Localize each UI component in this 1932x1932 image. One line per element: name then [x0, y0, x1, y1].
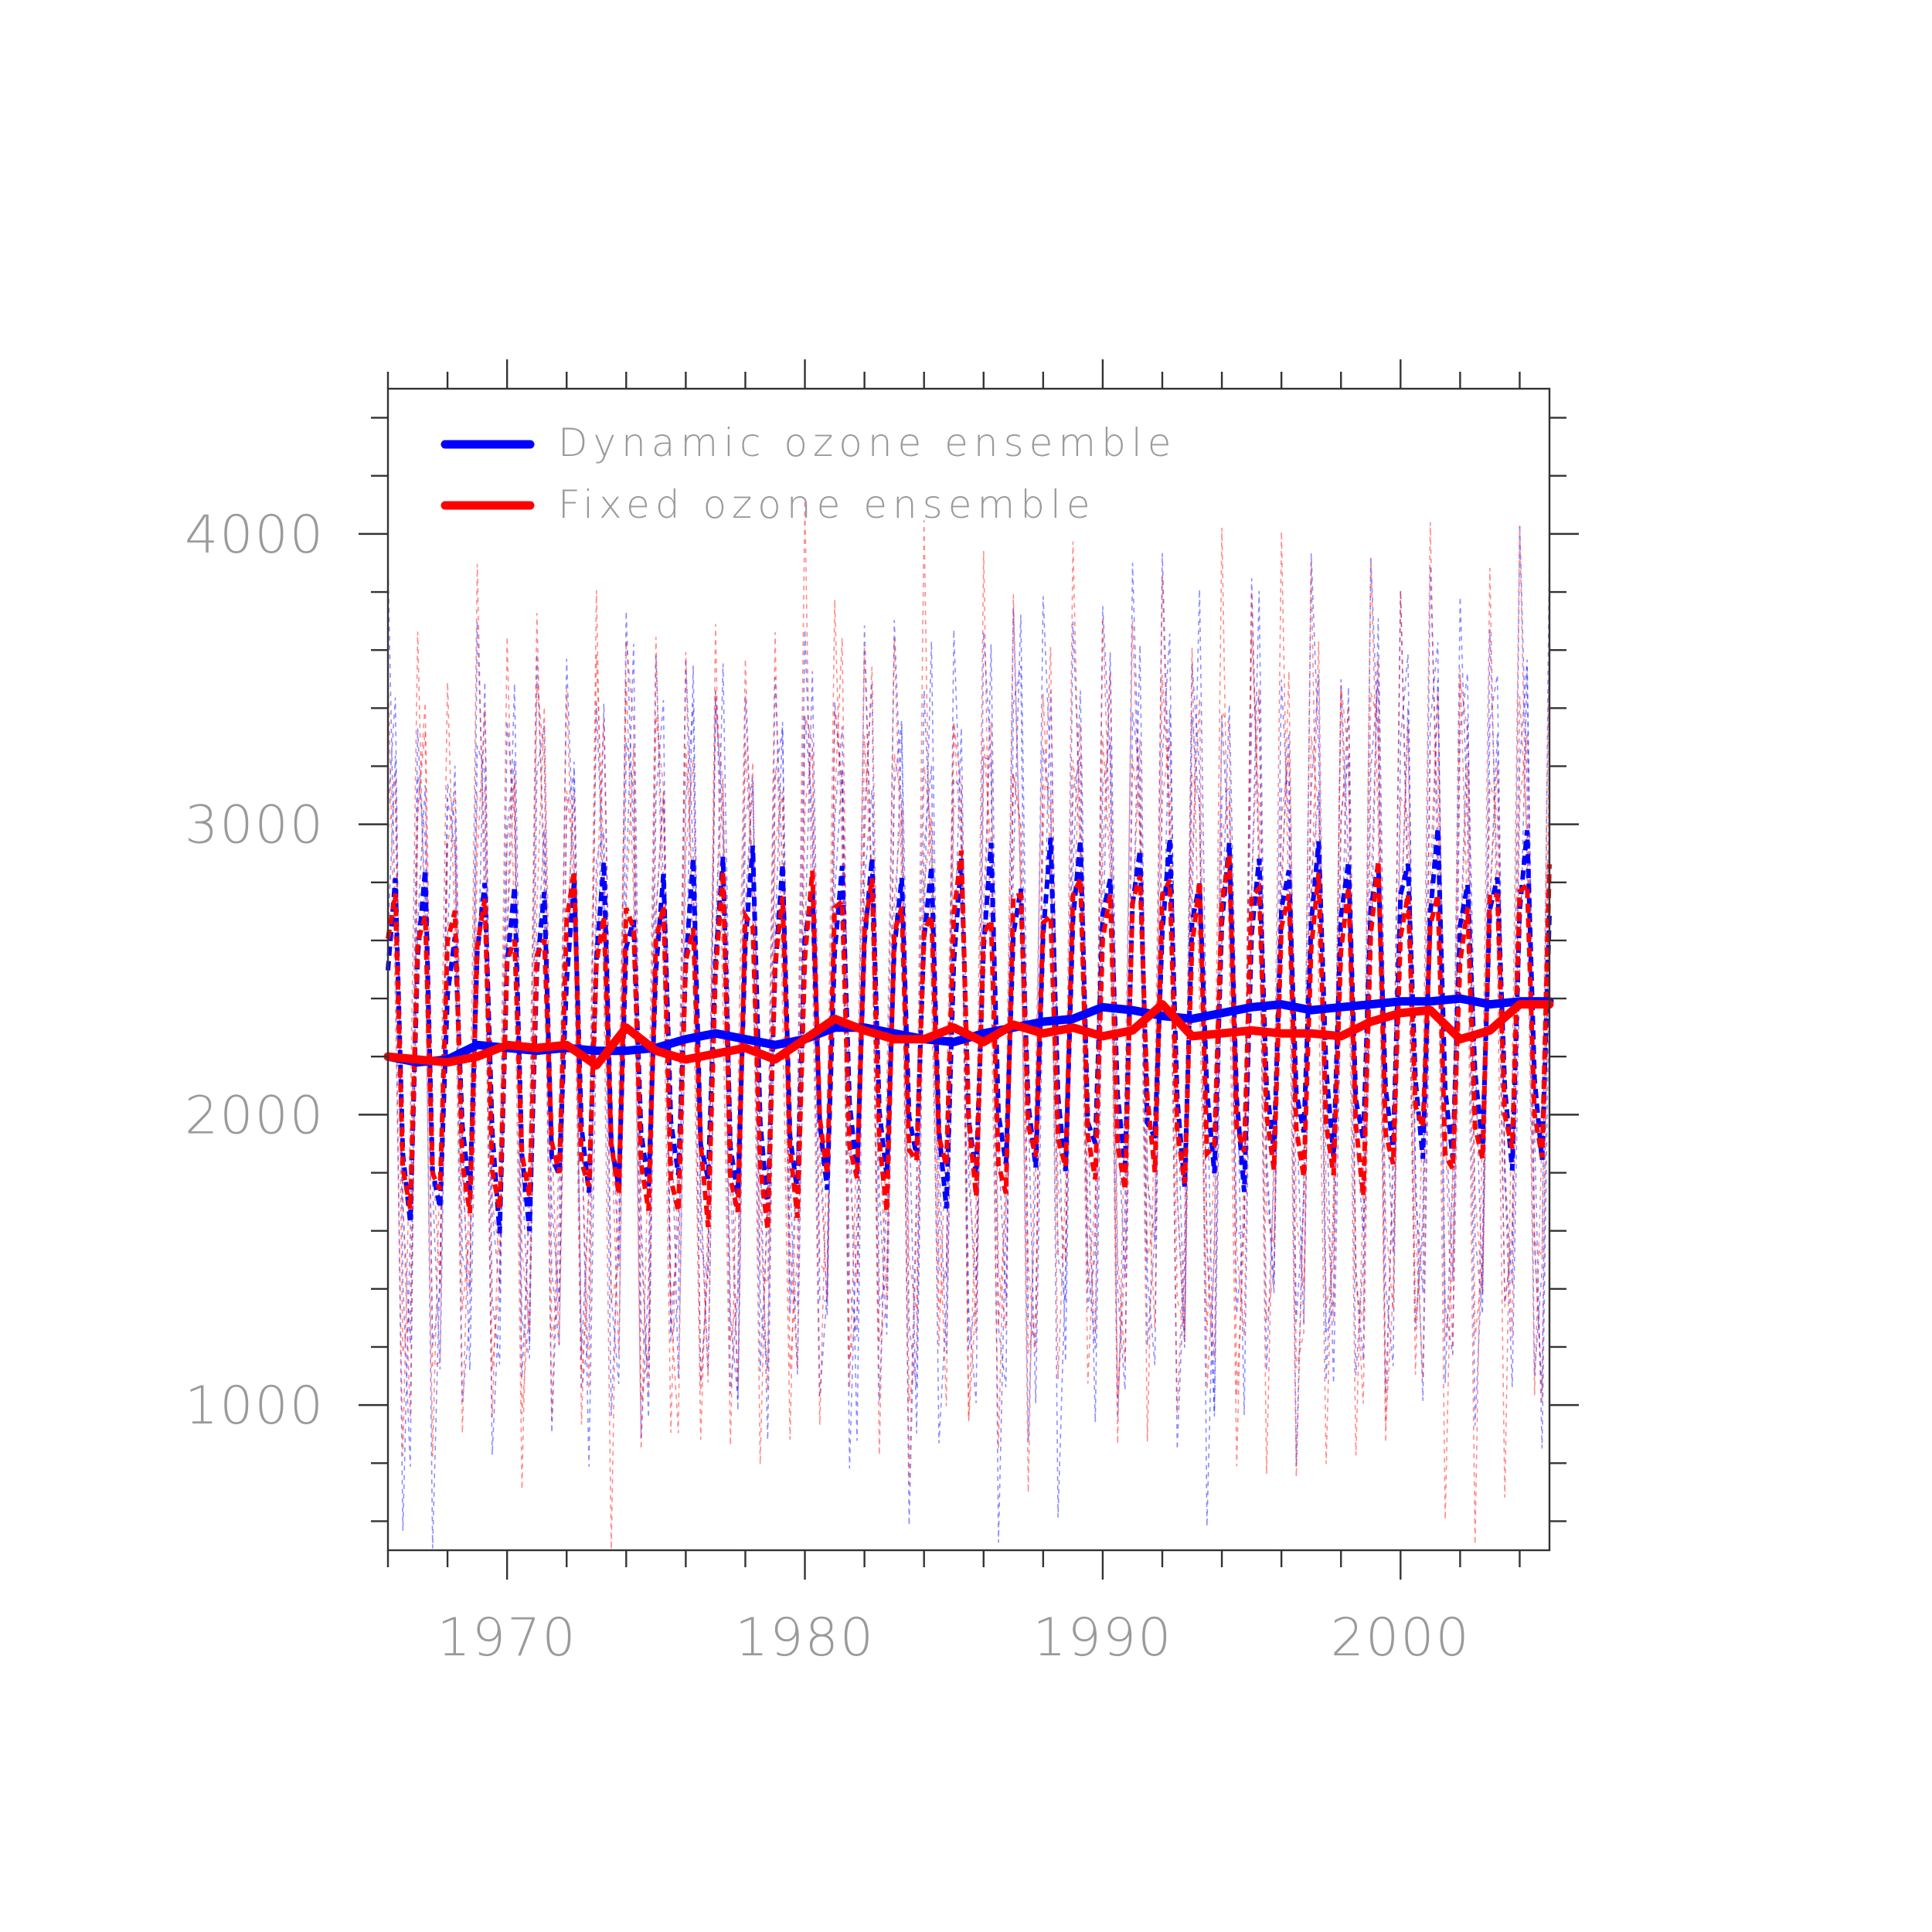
y-tick-label: 4000	[185, 505, 325, 566]
x-axis-tick-labels: 1970 1980 1990 2000	[437, 1607, 1471, 1668]
x-tick-label: 1990	[1032, 1607, 1172, 1668]
legend-label-dynamic: Dynamic ozone ensemble	[558, 420, 1177, 465]
y-tick-label: 2000	[185, 1085, 325, 1146]
monthly-ensemble-lines	[386, 828, 1552, 1234]
plot-frame	[386, 387, 1551, 1552]
legend: Dynamic ozone ensemble Fixed ozone ensem…	[440, 420, 1177, 527]
x-tick-label: 1970	[437, 1607, 577, 1668]
ensemble-member-lines	[387, 499, 1550, 1550]
y-axis-ticks	[359, 417, 1579, 1522]
y-tick-label: 1000	[185, 1376, 325, 1437]
annual-mean-lines	[383, 994, 1554, 1070]
x-axis-ticks	[386, 359, 1521, 1580]
ensemble-member-line	[387, 616, 1550, 1427]
x-tick-label: 2000	[1331, 1607, 1471, 1668]
x-tick-label: 1980	[735, 1607, 875, 1668]
y-tick-label: 3000	[185, 795, 325, 856]
legend-label-fixed: Fixed ozone ensemble	[558, 482, 1096, 527]
monthly-series-line	[386, 850, 1552, 1230]
ensemble-member-line	[387, 499, 1550, 1550]
ensemble-member-line	[387, 525, 1550, 1549]
series-line	[383, 1000, 1554, 1070]
ensemble-member-line	[387, 633, 1550, 1467]
y-axis-tick-labels: 1000 2000 3000 4000	[185, 505, 325, 1437]
